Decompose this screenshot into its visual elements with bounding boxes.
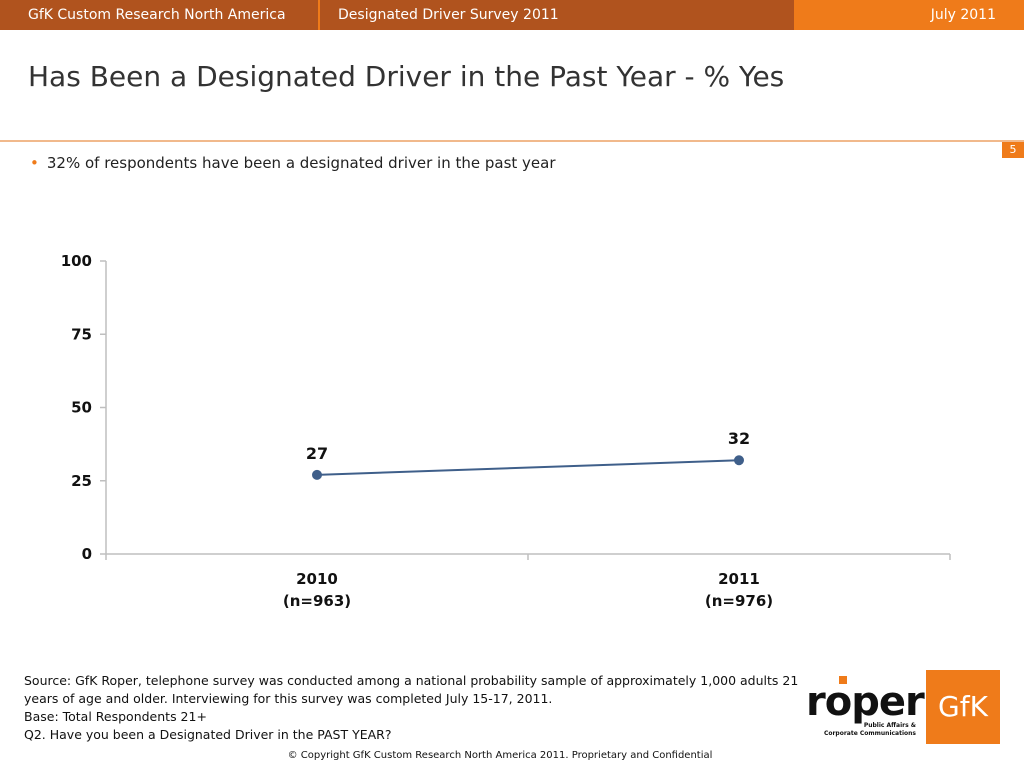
data-point: [734, 455, 744, 466]
header-date: July 2011: [796, 0, 1024, 30]
gfk-logo: GfK: [926, 670, 1000, 744]
series-line: [316, 459, 740, 476]
y-tick-label: 0: [82, 545, 92, 563]
footnotes: Source: GfK Roper, telephone survey was …: [24, 672, 814, 744]
y-tick-label: 50: [71, 399, 92, 417]
y-tick-label: 100: [61, 252, 92, 270]
y-tick-label: 25: [71, 472, 92, 490]
data-label: 27: [306, 444, 328, 463]
line-chart: 0 25 50 75 100 2010 (n=963) 2011 (n=976) 27 32: [61, 252, 951, 610]
y-tick-label: 75: [71, 325, 92, 343]
roper-logo-square: [839, 676, 847, 684]
x-category-label: 2010: [296, 570, 338, 588]
title-divider: [0, 140, 1024, 142]
roper-logo: roper Public Affairs & Corporate Communi…: [806, 676, 925, 740]
header-org: GfK Custom Research North America: [0, 0, 318, 30]
bullet-icon: •: [30, 154, 39, 172]
base-note: Base: Total Respondents 21+: [24, 709, 207, 724]
data-label: 32: [728, 429, 750, 448]
roper-tagline-line-1: Public Affairs &: [863, 722, 916, 729]
page-number: 5: [1002, 142, 1024, 158]
header-bar: GfK Custom Research North America Design…: [0, 0, 1024, 30]
roper-tagline-line-2: Corporate Communications: [823, 730, 916, 737]
data-point: [312, 469, 322, 480]
source-note: Source: GfK Roper, telephone survey was …: [24, 673, 799, 706]
question-note: Q2. Have you been a Designated Driver in…: [24, 727, 392, 742]
x-category-label: (n=963): [283, 592, 351, 610]
x-category-label: (n=976): [705, 592, 773, 610]
key-finding-text: 32% of respondents have been a designate…: [46, 154, 556, 172]
roper-logo-tagline: Public Affairs & Corporate Communication…: [800, 722, 916, 738]
copyright-notice: © Copyright GfK Custom Research North Am…: [287, 750, 713, 761]
x-category-label: 2011: [718, 570, 760, 588]
key-finding: • 32% of respondents have been a designat…: [30, 154, 556, 172]
roper-logo-word: roper: [806, 679, 925, 725]
slide-title: Has Been a Designated Driver in the Past…: [28, 60, 785, 93]
header-survey-title: Designated Driver Survey 2011: [320, 0, 794, 30]
